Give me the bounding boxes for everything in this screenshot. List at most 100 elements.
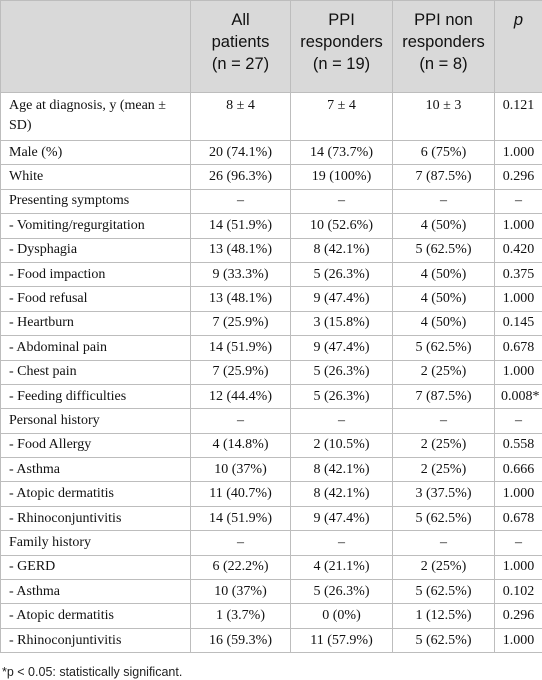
table-row: - Asthma 10 (37%) 8 (42.1%) 2 (25%) 0.666 [0,457,542,483]
cell: 7 (87.5%) [392,164,495,190]
cell: – [190,188,291,215]
cell: 19 (100%) [290,164,393,190]
row-label: - Food Allergy [0,432,191,459]
header-text: patients [211,33,270,51]
cell: 4 (50%) [392,213,495,239]
table-row: Male (%) 20 (74.1%) 14 (73.7%) 6 (75%) 1.000 [0,139,542,166]
row-label: White [0,164,191,190]
cell: 26 (96.3%) [190,164,291,190]
row-label: - Atopic dermatitis [0,481,191,507]
cell: 6 (22.2%) [190,554,291,581]
cell: 2 (25%) [392,457,495,483]
cell: 2 (25%) [392,359,495,385]
row-label: - Dysphagia [0,237,191,263]
cell: 1.000 [494,481,542,507]
table-row: - Atopic dermatitis 1 (3.7%) 0 (0%) 1 (12.5… [0,603,542,629]
row-label: - Asthma [0,457,191,483]
row-label: - GERD [0,554,191,581]
cell: 0.420 [494,237,542,263]
cell: 4 (50%) [392,261,495,288]
table-row: - Dysphagia 13 (48.1%) 8 (42.1%) 5 (62.5%) 0… [0,237,542,263]
table-row: White 26 (96.3%) 19 (100%) 7 (87.5%) 0.296 [0,164,542,190]
header-text: PPI non [414,11,473,29]
table-row: Family history – – – – [0,530,542,556]
row-label: - Chest pain [0,359,191,385]
row-label: Male (%) [0,139,191,166]
cell: 8 ± 4 [190,92,291,141]
header-cell: PPI responders (n = 19) [290,0,393,93]
cell: 3 (15.8%) [290,310,393,337]
cell: 9 (47.4%) [290,286,393,312]
cell: 5 (62.5%) [392,237,495,263]
row-label: - Food refusal [0,286,191,312]
cell: 0 (0%) [290,603,393,629]
cell: 5 (26.3%) [290,359,393,385]
cell: – [190,530,291,556]
cell: 7 (25.9%) [190,359,291,385]
row-label: Age at diagnosis, y (mean ± SD) [0,92,191,141]
header-row: All patients (n = 27) PPI responders (n = 19)… [0,0,542,93]
cell: 5 (26.3%) [290,579,393,605]
table-row: - Asthma 10 (37%) 5 (26.3%) 5 (62.5%) 0.102 [0,579,542,605]
cell: 14 (73.7%) [290,139,393,166]
cell: 3 (37.5%) [392,481,495,507]
row-label: Personal history [0,408,191,434]
cell: 0.296 [494,603,542,629]
cell: 5 (26.3%) [290,261,393,288]
cell: 0.666 [494,457,542,483]
cell: 8 (42.1%) [290,481,393,507]
header-text: (n = 27) [211,55,270,73]
cell: 2 (25%) [392,554,495,581]
cell: 7 ± 4 [290,92,393,141]
cell: 7 (87.5%) [392,383,495,410]
cell: 14 (51.9%) [190,335,291,361]
header-cell [0,0,191,93]
cell: 11 (57.9%) [290,627,393,654]
header-text: All [231,11,250,29]
footnote: *p < 0.05: statistically significant. [2,665,183,680]
header-cell: All patients (n = 27) [190,0,291,93]
row-label: - Rhinoconjuntivitis [0,505,191,532]
cell: 8 (42.1%) [290,457,393,483]
cell: – [190,408,291,434]
cell: 10 (52.6%) [290,213,393,239]
cell: 13 (48.1%) [190,237,291,263]
row-label: - Atopic dermatitis [0,603,191,629]
row-label: - Heartburn [0,310,191,337]
header-text: responders [300,33,383,51]
row-label: Family history [0,530,191,556]
cell: 0.375 [494,261,542,288]
header-text: (n = 8) [419,55,468,73]
row-label: - Abdominal pain [0,335,191,361]
cell: 12 (44.4%) [190,383,291,410]
cell: – [494,530,542,556]
cell: 5 (62.5%) [392,505,495,532]
header-text: p [513,11,524,29]
row-label: - Feeding difficulties [0,383,191,410]
cell: 10 (37%) [190,579,291,605]
row-label: - Food impaction [0,261,191,288]
cell: 9 (47.4%) [290,505,393,532]
cell: 14 (51.9%) [190,505,291,532]
table-row: - Food impaction 9 (33.3%) 5 (26.3%) 4 (50%… [0,261,542,288]
table-row: - Atopic dermatitis 11 (40.7%) 8 (42.1%) 3 … [0,481,542,507]
cell: 4 (50%) [392,286,495,312]
cell: 11 (40.7%) [190,481,291,507]
table-row: - Rhinoconjuntivitis 16 (59.3%) 11 (57.9%)… [0,627,542,654]
cell: 4 (14.8%) [190,432,291,459]
cell: 20 (74.1%) [190,139,291,166]
cell: 0.296 [494,164,542,190]
table-row: - Abdominal pain 14 (51.9%) 9 (47.4%) 5 (62… [0,335,542,361]
cell: 16 (59.3%) [190,627,291,654]
cell: 10 ± 3 [392,92,495,141]
cell: 4 (21.1%) [290,554,393,581]
cell: 0.008* [494,383,542,410]
cell: 13 (48.1%) [190,286,291,312]
cell: 6 (75%) [392,139,495,166]
table-row: - Food refusal 13 (48.1%) 9 (47.4%) 4 (50%)… [0,286,542,312]
cell: 0.145 [494,310,542,337]
cell: 0.678 [494,505,542,532]
header-cell: PPI non responders (n = 8) [392,0,495,93]
cell: – [392,408,495,434]
